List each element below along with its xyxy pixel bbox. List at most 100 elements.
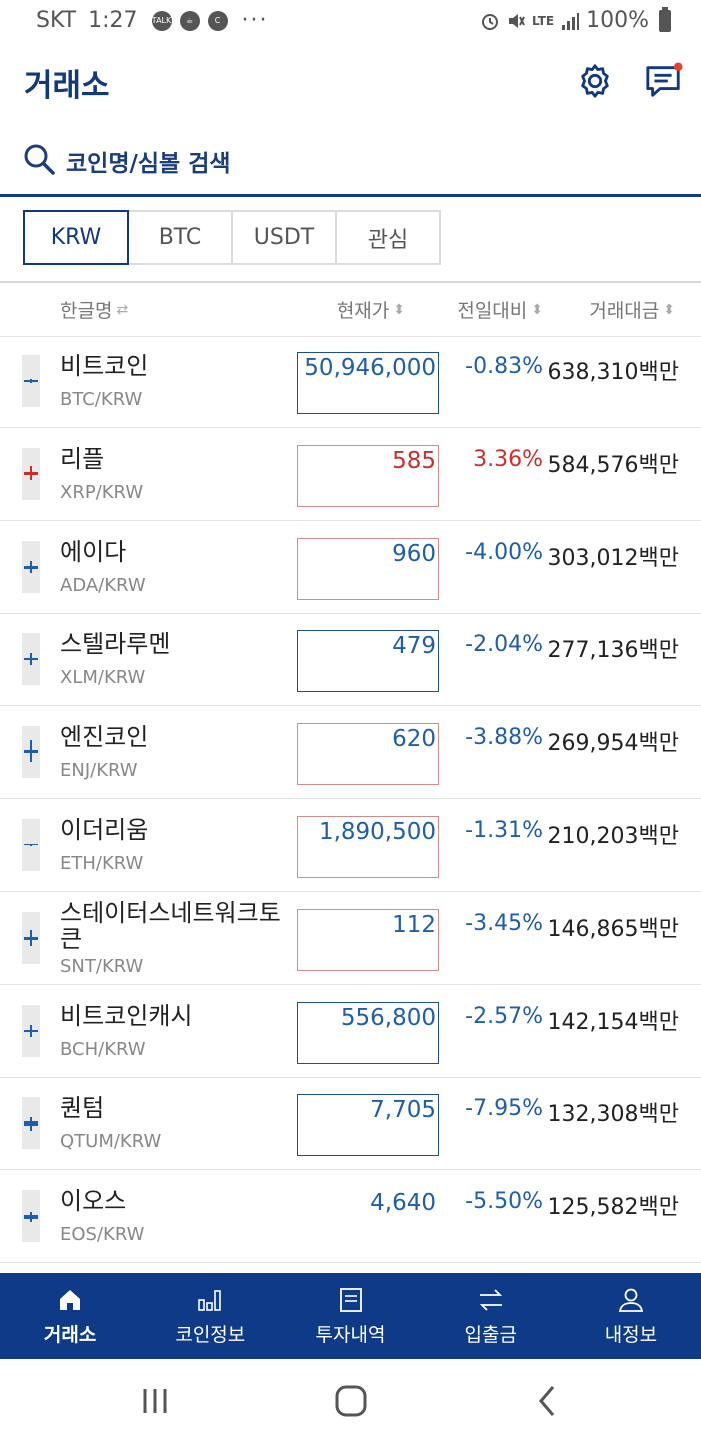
mini-candle-icon xyxy=(22,1097,40,1149)
coin-change: 3.36% xyxy=(473,447,543,472)
column-price-label: 현재가 xyxy=(336,300,390,322)
battery-level: 100% xyxy=(586,8,649,33)
coin-symbol: BCH/KRW xyxy=(60,1039,146,1060)
mini-candle-icon xyxy=(22,633,40,685)
system-navigation-bar xyxy=(0,1359,701,1440)
coin-volume: 277,136백만 xyxy=(547,638,679,663)
coin-row-xlm[interactable]: 스텔라루멘 XLM/KRW 479 -2.04% 277,136백만 xyxy=(0,613,701,706)
coin-name: 비트코인캐시 xyxy=(60,1002,193,1030)
coin-price: 112 xyxy=(297,909,439,971)
coin-row-xrp[interactable]: 리플 XRP/KRW 585 3.36% 584,576백만 xyxy=(0,428,701,521)
mini-candle-icon xyxy=(22,1190,40,1242)
nav-deposit-withdraw-label: 입출금 xyxy=(464,1323,517,1346)
home-icon xyxy=(60,1289,81,1310)
back-icon[interactable] xyxy=(527,1381,567,1421)
search-icon xyxy=(24,144,55,175)
coin-price: 1,890,500 xyxy=(297,816,439,878)
coin-price: 620 xyxy=(297,723,439,785)
coin-price: 960 xyxy=(297,538,439,600)
nav-investment-history[interactable]: 투자내역 xyxy=(280,1273,420,1359)
coin-symbol: EOS/KRW xyxy=(60,1224,145,1245)
coin-change: -5.50% xyxy=(465,1189,543,1214)
coin-price: 4,640 xyxy=(370,1190,436,1216)
coin-symbol: SNT/KRW xyxy=(60,956,144,977)
nav-my-info-label: 내정보 xyxy=(604,1323,658,1346)
coin-row-ada[interactable]: 에이다 ADA/KRW 960 -4.00% 303,012백만 xyxy=(0,521,701,614)
coin-row-eth[interactable]: 이더리움 ETH/KRW 1,890,500 -1.31% 210,203백만 xyxy=(0,799,701,892)
settings-gear-icon[interactable] xyxy=(576,62,614,100)
coin-symbol: BTC/KRW xyxy=(60,389,143,410)
coin-row-btc[interactable]: 비트코인 BTC/KRW 50,946,000 -0.83% 638,310백만 xyxy=(0,335,701,428)
column-name-label: 한글명 xyxy=(60,300,113,322)
alarm-icon xyxy=(482,13,499,30)
coin-price: 50,946,000 xyxy=(297,352,439,414)
battery-icon xyxy=(659,6,671,32)
market-tabs: KRW BTC USDT 관심 xyxy=(23,210,441,265)
coin-name: 이더리움 xyxy=(60,816,149,844)
coin-row-snt[interactable]: 스테이터스네트워크토큰 SNT/KRW 112 -3.45% 146,865백만 xyxy=(0,892,701,985)
app-header: 거래소 xyxy=(0,52,701,112)
search-input[interactable]: 코인명/심볼 검색 xyxy=(66,151,231,177)
coin-row-bch[interactable]: 비트코인캐시 BCH/KRW 556,800 -2.57% 142,154백만 xyxy=(0,985,701,1078)
coin-price: 556,800 xyxy=(297,1002,439,1064)
column-change-label: 전일대비 xyxy=(457,300,528,322)
coin-symbol: ENJ/KRW xyxy=(60,760,138,781)
coin-price: 585 xyxy=(297,445,439,507)
coin-name: 엔진코인 xyxy=(60,723,149,751)
nav-exchange[interactable]: 거래소 xyxy=(0,1273,140,1359)
mini-candle-icon xyxy=(22,448,40,500)
tab-favorites[interactable]: 관심 xyxy=(335,210,441,265)
coin-volume: 132,308백만 xyxy=(547,1102,679,1127)
search-bar[interactable]: 코인명/심볼 검색 xyxy=(0,130,701,197)
mini-candle-icon xyxy=(22,912,40,964)
home-button-icon[interactable] xyxy=(331,1381,371,1421)
transfer-icon xyxy=(479,1288,502,1311)
coin-row-qtum[interactable]: 퀀텀 QTUM/KRW 7,705 -7.95% 132,308백만 xyxy=(0,1077,701,1170)
tab-btc[interactable]: BTC xyxy=(129,210,231,265)
coin-symbol: ADA/KRW xyxy=(60,575,146,596)
coin-change: -1.31% xyxy=(465,818,543,843)
coin-change: -3.45% xyxy=(465,911,543,936)
column-change-sort[interactable]: 전일대비 ⬍ xyxy=(457,296,543,323)
network-type: LTE xyxy=(532,13,555,28)
tab-krw[interactable]: KRW xyxy=(23,210,129,265)
coin-volume: 638,310백만 xyxy=(547,360,679,385)
recent-apps-icon[interactable] xyxy=(135,1381,175,1421)
coin-symbol: XLM/KRW xyxy=(60,667,146,688)
coin-name: 이오스 xyxy=(60,1187,127,1215)
coin-volume: 584,576백만 xyxy=(547,453,679,478)
message-icon[interactable] xyxy=(644,62,684,100)
tab-usdt[interactable]: USDT xyxy=(231,210,335,265)
coin-change: -2.57% xyxy=(465,1004,543,1029)
coin-price: 479 xyxy=(297,630,439,692)
swap-sort-icon: ⇄ xyxy=(116,301,129,318)
coin-change: -7.95% xyxy=(465,1096,543,1121)
coin-volume: 146,865백만 xyxy=(547,917,679,942)
coin-name: 리플 xyxy=(60,445,105,473)
mini-candle-icon xyxy=(22,1005,40,1057)
notification-dot xyxy=(673,62,683,72)
table-header: 한글명 ⇄ 현재가 ⬍ 전일대비 ⬍ 거래대금 ⬍ xyxy=(0,281,701,337)
mini-candle-icon xyxy=(22,541,40,593)
coin-row-enj[interactable]: 엔진코인 ENJ/KRW 620 -3.88% 269,954백만 xyxy=(0,706,701,799)
column-price-sort[interactable]: 현재가 ⬍ xyxy=(337,296,405,323)
coin-name: 에이다 xyxy=(60,538,127,566)
nav-my-info[interactable]: 내정보 xyxy=(561,1273,701,1359)
coin-row-eos[interactable]: 이오스 EOS/KRW 4,640 -5.50% 125,582백만 xyxy=(0,1170,701,1263)
coin-price: 7,705 xyxy=(297,1094,439,1156)
coin-name: 퀀텀 xyxy=(60,1094,105,1122)
coin-name: 스텔라루멘 xyxy=(60,630,171,658)
coin-volume: 142,154백만 xyxy=(547,1010,679,1035)
cup-notification-icon: ☕ xyxy=(179,10,200,31)
signal-icon xyxy=(562,12,580,30)
nav-deposit-withdraw[interactable]: 입출금 xyxy=(421,1273,561,1359)
coin-volume: 303,012백만 xyxy=(547,546,679,571)
person-icon xyxy=(618,1288,643,1312)
nav-coin-info[interactable]: 코인정보 xyxy=(140,1273,280,1359)
column-volume-sort[interactable]: 거래대금 ⬍ xyxy=(589,296,675,323)
column-name-sort[interactable]: 한글명 ⇄ xyxy=(60,296,128,323)
column-volume-label: 거래대금 xyxy=(589,300,660,322)
coin-change: -2.04% xyxy=(465,632,543,657)
coin-volume: 125,582백만 xyxy=(547,1195,679,1220)
mini-candle-icon xyxy=(22,726,40,778)
